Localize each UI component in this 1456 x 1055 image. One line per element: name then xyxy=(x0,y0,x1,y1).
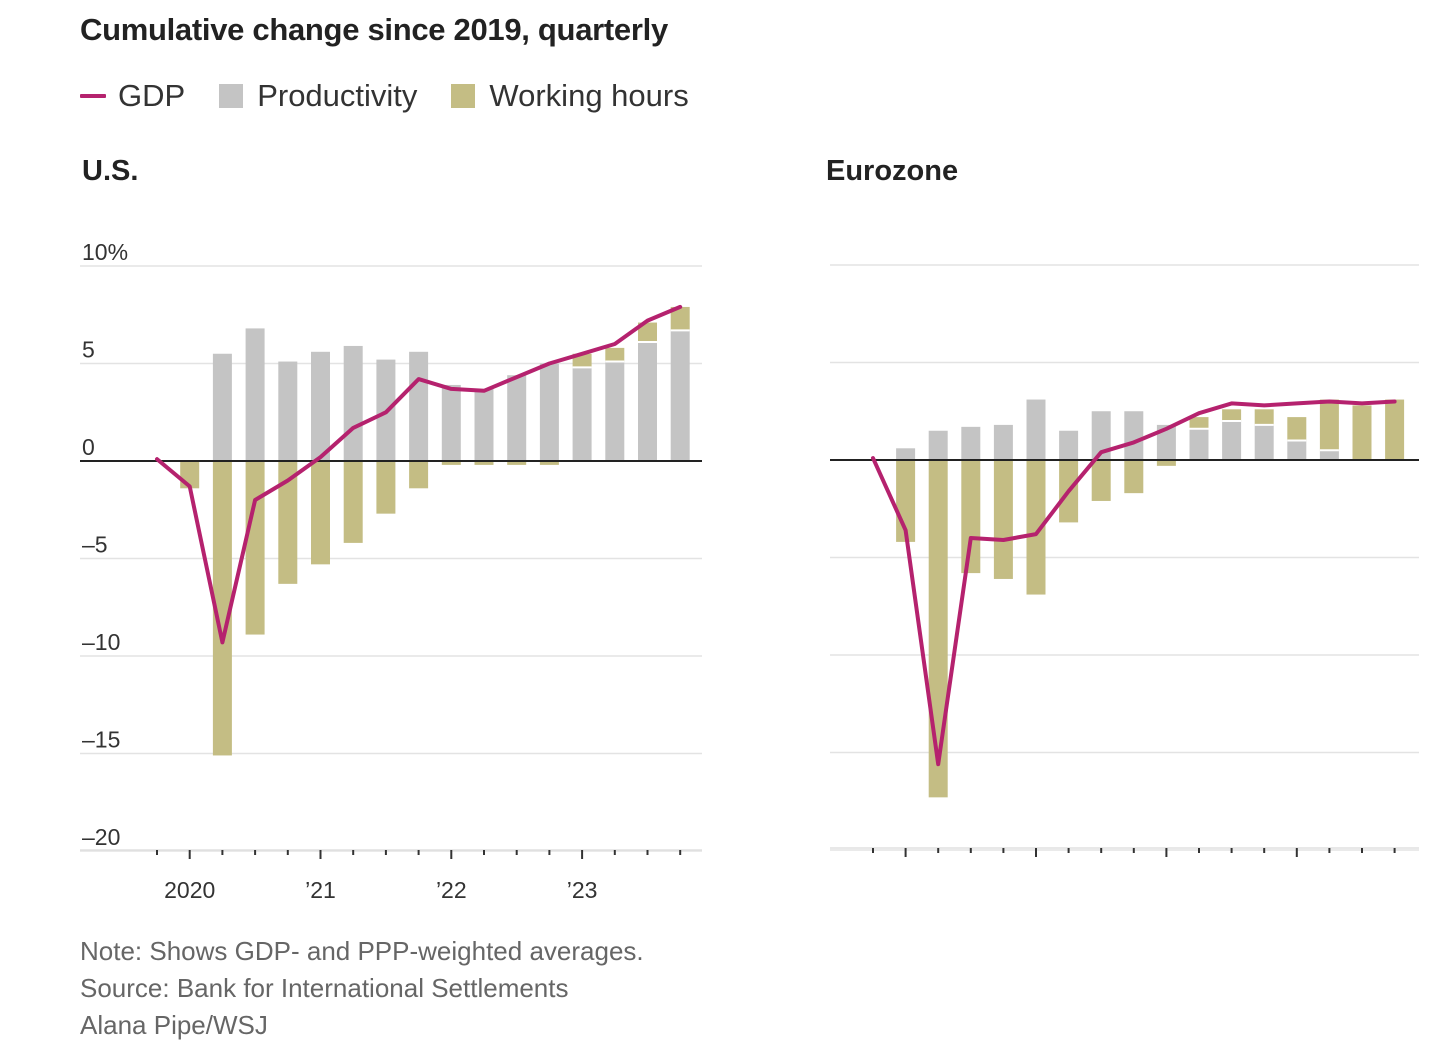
us-bar-productivity xyxy=(441,384,461,461)
us-ytick-label: –20 xyxy=(82,824,120,850)
eurozone-gdp-line xyxy=(871,399,1397,767)
us-bar-productivity xyxy=(311,351,330,461)
us-ytick-label: –10 xyxy=(82,629,120,655)
eurozone-bar-productivity xyxy=(1156,424,1176,460)
eurozone-bar-working-hours xyxy=(1189,417,1209,429)
credit-text: Alana Pipe/WSJ xyxy=(80,1010,268,1040)
legend-label-gdp: GDP xyxy=(118,78,186,113)
us-bar-productivity xyxy=(343,345,363,461)
eurozone-bar-productivity xyxy=(928,430,948,460)
us-bar-productivity xyxy=(638,342,657,461)
us-bar-productivity xyxy=(572,367,592,461)
us-bar-working-hours xyxy=(376,461,396,514)
us-ytick-label: –15 xyxy=(82,727,120,753)
eurozone-bar-working-hours xyxy=(1091,460,1111,501)
us-ytick-label: 5 xyxy=(82,337,95,363)
note-text: Note: Shows GDP- and PPP-weighted averag… xyxy=(80,936,644,966)
legend-swatch-productivity xyxy=(219,84,244,108)
eurozone-bar-working-hours xyxy=(928,460,948,798)
us-ytick-label: 0 xyxy=(82,434,95,460)
us-bar-productivity xyxy=(507,375,527,461)
legend-swatch-working-hours xyxy=(451,84,476,108)
eurozone-bar-productivity xyxy=(1091,411,1111,460)
eurozone-bar-productivity xyxy=(1222,421,1242,460)
eurozone-bar-productivity xyxy=(896,448,916,460)
us-bar-productivity xyxy=(212,353,232,461)
us-bar-working-hours xyxy=(278,461,298,584)
us-bar-productivity xyxy=(605,361,625,461)
legend-item-working-hours: Working hours xyxy=(451,78,689,114)
us-xtick-label: 2020 xyxy=(164,877,215,903)
legend-label-working-hours: Working hours xyxy=(489,78,689,113)
us-gdp-line xyxy=(155,304,683,645)
eurozone-bar-working-hours xyxy=(1156,460,1176,466)
eurozone-bar-working-hours xyxy=(1254,409,1274,425)
chart-title: Cumulative change since 2019, quarterly xyxy=(80,12,668,47)
us-bar-working-hours xyxy=(670,306,690,331)
legend: GDP Productivity Working hours xyxy=(80,78,723,114)
legend-label-productivity: Productivity xyxy=(257,78,418,113)
legend-item-productivity: Productivity xyxy=(219,78,417,114)
us-bar-working-hours xyxy=(245,461,265,635)
legend-swatch-gdp xyxy=(80,94,106,98)
legend-item-gdp: GDP xyxy=(80,78,185,114)
us-bar-working-hours xyxy=(343,461,363,543)
eurozone-bar-working-hours xyxy=(1319,399,1339,451)
source-text: Source: Bank for International Settlemen… xyxy=(80,973,569,1003)
eurozone-bar-working-hours xyxy=(961,460,981,574)
us-bar-working-hours xyxy=(539,461,559,465)
us-ytick-label: –5 xyxy=(82,532,108,558)
chart-notes: Note: Shows GDP- and PPP-weighted averag… xyxy=(80,933,644,1044)
us-bar-productivity xyxy=(670,330,690,461)
eurozone-bar-productivity xyxy=(1026,399,1046,460)
panel-title-us: U.S. xyxy=(82,155,139,187)
us-bar-productivity xyxy=(278,361,298,461)
eurozone-bar-productivity xyxy=(1124,411,1144,460)
us-bar-working-hours xyxy=(212,461,232,756)
us-bar-working-hours xyxy=(474,461,494,465)
us-bar-productivity xyxy=(409,351,429,461)
us-xtick-label: ’22 xyxy=(436,877,467,903)
eurozone-bar-productivity xyxy=(1254,424,1274,460)
us-bar-working-hours xyxy=(507,461,527,465)
eurozone-bar-productivity xyxy=(993,424,1013,460)
eurozone-bar-working-hours xyxy=(1026,460,1046,595)
eurozone-bar-working-hours xyxy=(1124,460,1144,494)
us-bar-working-hours xyxy=(638,322,657,343)
panel-title-eurozone: Eurozone xyxy=(826,155,959,187)
us-xtick-label: ’21 xyxy=(305,877,336,903)
eurozone-bar-working-hours xyxy=(993,460,1013,579)
eurozone-bar-productivity xyxy=(1059,430,1079,460)
eurozone-bar-working-hours xyxy=(1385,399,1405,460)
us-xtick-label: ’23 xyxy=(567,877,598,903)
us-bar-working-hours xyxy=(441,461,461,465)
eurozone-bar-productivity xyxy=(961,426,981,460)
us-bar-productivity xyxy=(474,388,494,461)
eurozone-bar-working-hours xyxy=(1352,405,1372,460)
us-bar-productivity xyxy=(245,328,265,461)
us-bar-working-hours xyxy=(311,461,330,565)
eurozone-bar-working-hours xyxy=(1287,417,1307,441)
us-bar-working-hours xyxy=(409,461,429,489)
eurozone-bar-working-hours xyxy=(1222,409,1242,421)
us-bar-working-hours xyxy=(605,347,625,362)
us-bar-productivity xyxy=(539,363,559,461)
eurozone-bar-productivity xyxy=(1319,450,1339,460)
eurozone-bar-productivity xyxy=(1189,428,1209,460)
us-ytick-label: 10% xyxy=(82,239,128,265)
eurozone-bar-productivity xyxy=(1287,440,1307,460)
